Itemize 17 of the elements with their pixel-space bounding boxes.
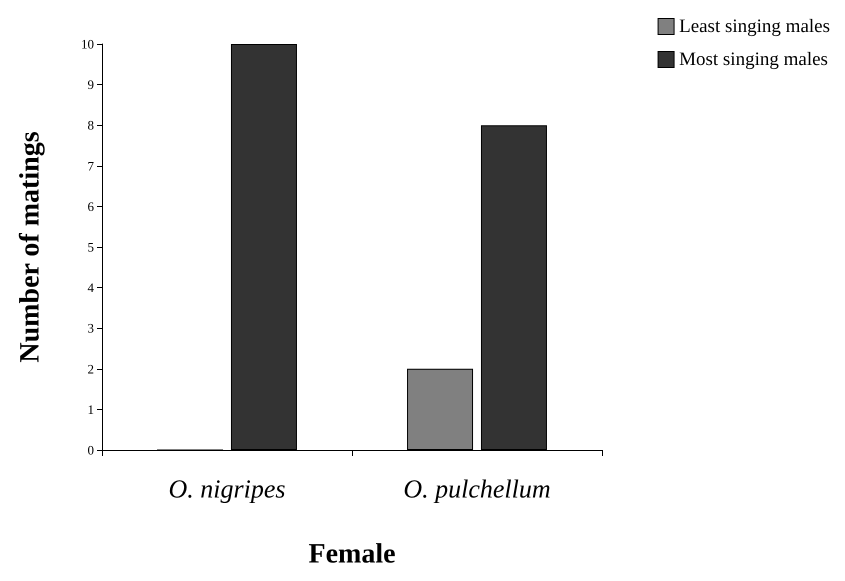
x-axis-title: Female <box>308 538 396 570</box>
y-tick-label: 2 <box>88 361 94 376</box>
y-tick-label: 10 <box>81 36 94 52</box>
y-tick-label: 1 <box>88 402 94 417</box>
y-tick-label: 5 <box>88 240 94 254</box>
legend-label: Most singing males <box>679 49 828 70</box>
x-tick-label: O. nigripes <box>168 474 286 504</box>
y-tick-label: 7 <box>88 158 94 174</box>
x-tick-label: O. pulchellum <box>403 474 551 504</box>
y-tick-label: 8 <box>88 118 94 133</box>
y-tick-label: 9 <box>88 77 94 92</box>
y-tick-label: 3 <box>88 320 94 336</box>
y-tick-label: 4 <box>88 280 94 296</box>
y-tick-label: 0 <box>88 442 94 458</box>
y-tick-label: 6 <box>88 198 94 214</box>
legend-label: Least singing males <box>679 16 830 37</box>
y-axis-title: Number of matings <box>14 131 46 363</box>
